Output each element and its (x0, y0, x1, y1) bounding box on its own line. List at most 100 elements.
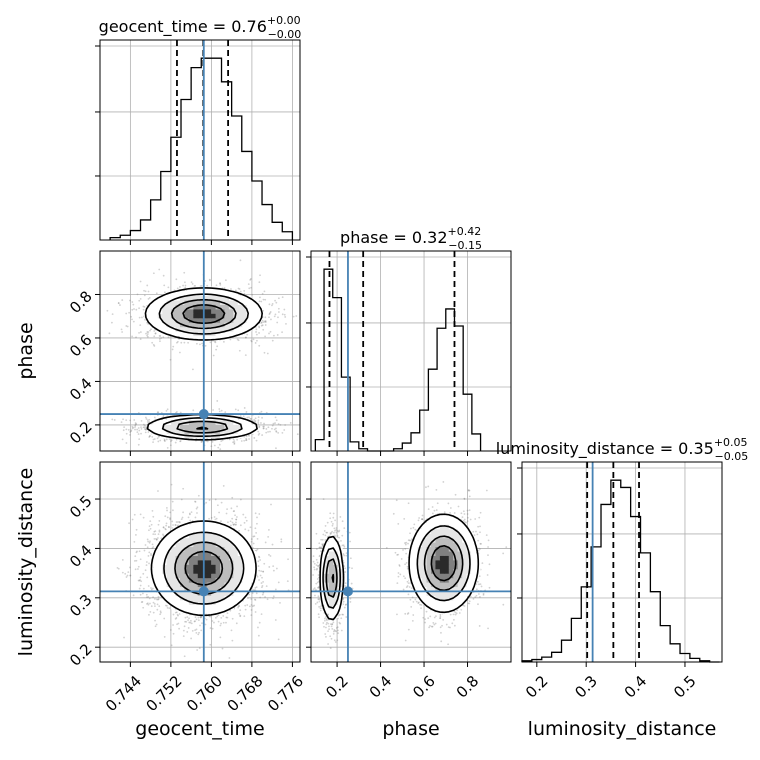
density-cell (251, 317, 257, 323)
sample-point (194, 620, 196, 623)
sample-point (158, 268, 161, 271)
density-cell (166, 317, 172, 323)
sample-point (268, 566, 271, 568)
sample-point (130, 430, 133, 433)
density-cell (188, 291, 194, 297)
sample-point (180, 518, 183, 521)
density-cell (233, 299, 239, 305)
sample-point (265, 428, 268, 430)
density-cell (153, 308, 159, 314)
density-cell (144, 313, 150, 319)
sample-point (209, 643, 212, 646)
sample-point (260, 321, 263, 324)
sample-point (195, 507, 198, 510)
sample-point (150, 523, 153, 526)
sample-point (257, 626, 259, 629)
sample-point (239, 259, 242, 262)
sample-point (200, 616, 203, 618)
sample-point (139, 579, 141, 581)
sample-point (196, 512, 198, 514)
sample-point (264, 320, 266, 323)
density-cell (206, 295, 212, 301)
sample-point (233, 523, 236, 526)
sample-point (264, 316, 267, 319)
sample-point (249, 526, 252, 529)
sample-point (283, 313, 286, 316)
sample-point (253, 420, 255, 423)
sample-point (257, 416, 260, 419)
sample-point (147, 298, 150, 300)
sample-point (239, 498, 242, 501)
sample-point (281, 313, 284, 316)
density-cell (162, 308, 168, 314)
density-cell (233, 424, 239, 430)
sample-point (155, 538, 158, 541)
density-cell (233, 326, 239, 332)
density-cell (202, 295, 208, 301)
sample-point (254, 598, 256, 601)
sample-point (131, 425, 134, 428)
sample-point (258, 432, 261, 435)
density-cell (157, 304, 163, 310)
sample-point (279, 424, 282, 426)
sample-point (209, 615, 212, 618)
sample-point (200, 440, 203, 443)
density-cell (197, 322, 203, 328)
sample-point (178, 521, 181, 523)
sample-point (134, 424, 137, 427)
sample-point (274, 299, 276, 302)
sample-point (252, 542, 255, 545)
density-cell (180, 424, 186, 430)
sample-point (147, 585, 150, 587)
sample-point (230, 629, 233, 632)
sample-point (191, 283, 194, 285)
density-cell (175, 433, 181, 439)
density-cell (153, 424, 159, 430)
sample-point (133, 540, 136, 543)
sample-point (179, 411, 182, 414)
sample-point (139, 324, 142, 327)
sample-point (170, 644, 173, 647)
sample-point (166, 605, 168, 607)
sample-point (143, 428, 146, 431)
sample-point (131, 518, 134, 521)
sample-point (134, 428, 136, 431)
density-cell (224, 428, 230, 434)
sample-point (206, 284, 209, 287)
sample-point (201, 342, 203, 345)
density-cell (220, 322, 226, 328)
sample-point (185, 620, 188, 623)
sample-point (163, 440, 166, 443)
sample-point (214, 616, 217, 619)
density-cell (166, 433, 172, 439)
sample-point (175, 438, 178, 441)
sample-point (168, 438, 171, 440)
density-cell (224, 291, 230, 297)
sample-point (254, 611, 257, 613)
sample-point (148, 418, 151, 421)
density-cell (211, 308, 217, 314)
sample-point (268, 553, 270, 556)
sample-point (154, 625, 157, 628)
sample-point (233, 443, 236, 445)
sample-point (156, 437, 159, 440)
sample-point (274, 313, 277, 316)
sample-point (268, 313, 271, 316)
sample-point (155, 537, 157, 540)
sample-point (120, 328, 123, 331)
sample-point (106, 309, 109, 312)
density-cell (228, 322, 234, 328)
density-cell (246, 428, 252, 434)
sample-point (157, 598, 160, 600)
density-cell (180, 291, 186, 297)
density-cell (148, 313, 154, 319)
density-cell (242, 322, 248, 328)
density-cell (162, 317, 168, 323)
density-cell (166, 313, 172, 319)
sample-point (117, 567, 120, 570)
sample-point (214, 340, 216, 343)
sample-point (188, 621, 191, 624)
density-cell (157, 295, 163, 301)
density-cell (224, 331, 230, 337)
sample-point (125, 432, 128, 435)
